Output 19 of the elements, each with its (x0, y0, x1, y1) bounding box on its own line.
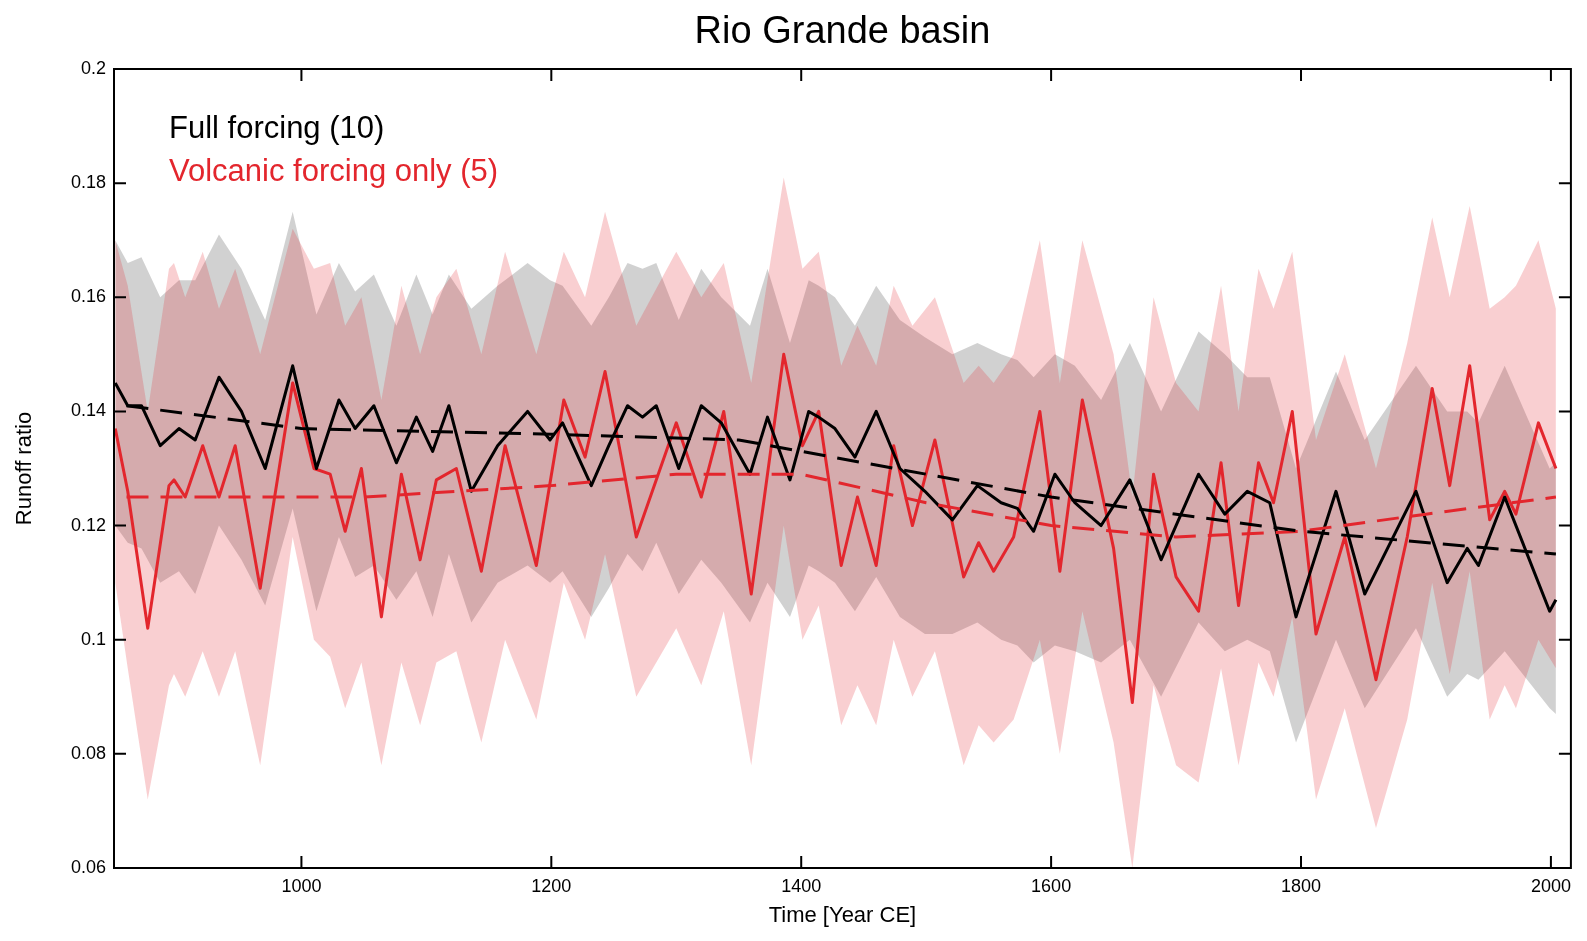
y-tick-label: 0.08 (70, 742, 106, 763)
x-axis-title: Time [Year CE] (768, 901, 917, 927)
y-axis-title: Runoff ratio (11, 411, 37, 526)
x-tick-label: 1600 (1031, 875, 1072, 896)
x-tick-label: 1000 (281, 875, 322, 896)
y-tick-label: 0.16 (70, 286, 106, 307)
y-tick-label: 0.2 (80, 57, 106, 78)
chart-title: Rio Grande basin (694, 9, 991, 52)
y-tick-label: 0.18 (70, 172, 106, 193)
y-tick-label: 0.14 (70, 400, 106, 421)
x-tick-label: 2000 (1530, 875, 1571, 896)
y-tick-label: 0.1 (80, 628, 106, 649)
x-tick-label: 1400 (781, 875, 822, 896)
y-tick-label: 0.12 (70, 514, 106, 535)
y-tick-label: 0.06 (70, 856, 106, 877)
legend-label: Full forcing (10) (169, 109, 385, 145)
x-tick-label: 1200 (531, 875, 572, 896)
x-tick-label: 1800 (1280, 875, 1322, 896)
text: Volcanic forcing only (5) (169, 152, 499, 188)
